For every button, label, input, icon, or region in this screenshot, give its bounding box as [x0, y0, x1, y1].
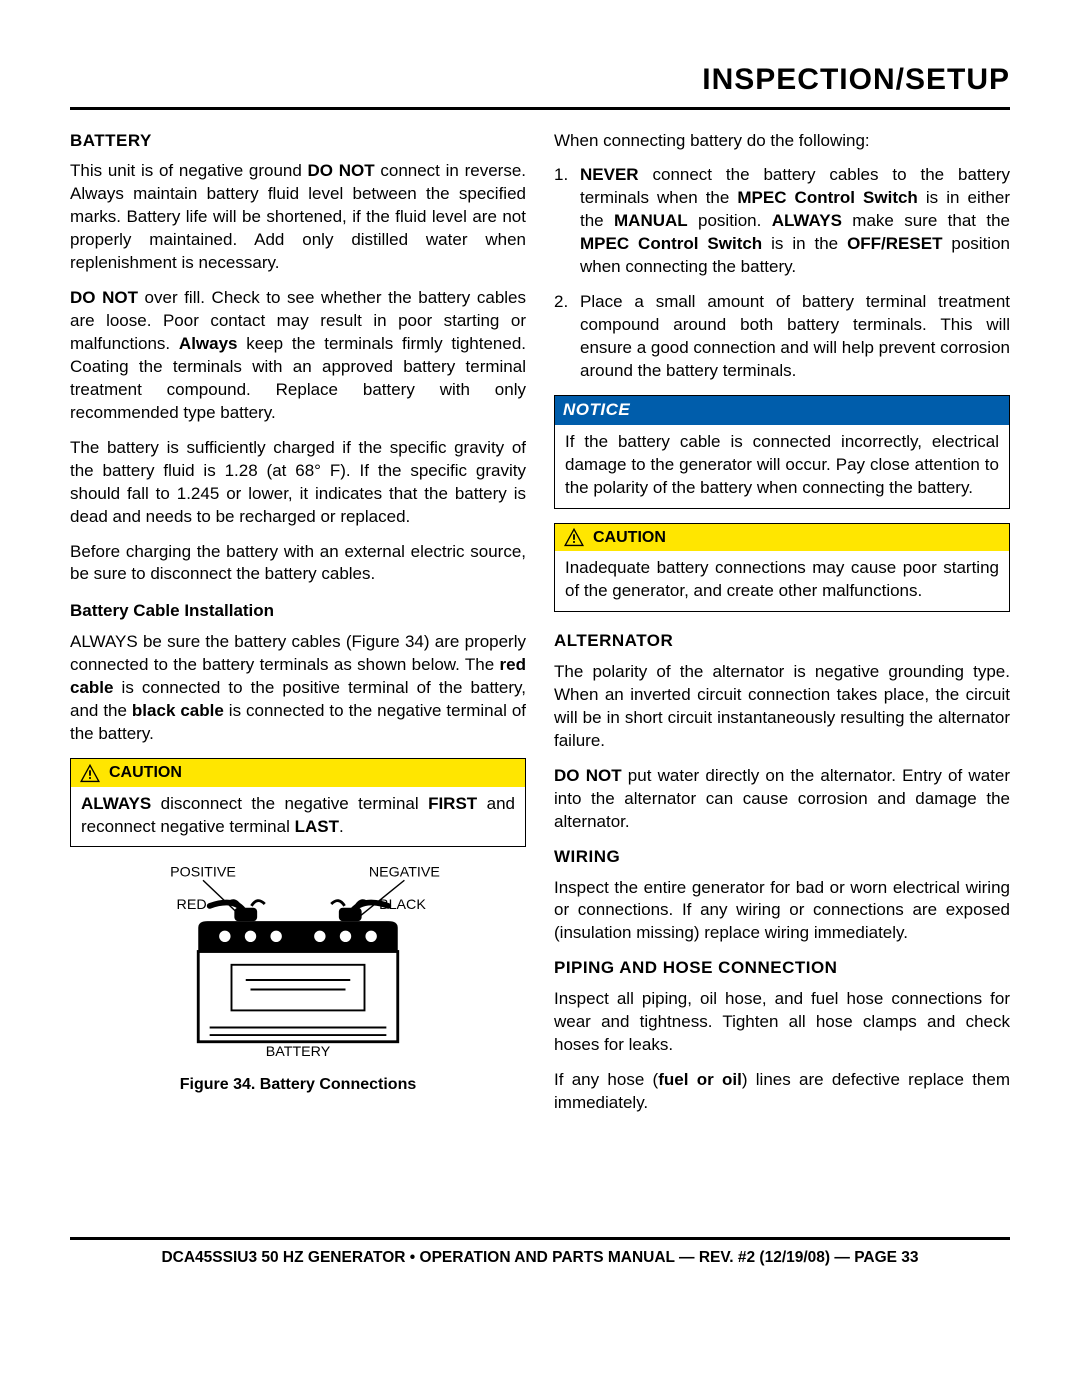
heading-cable-installation: Battery Cable Installation — [70, 600, 526, 623]
label-red: RED — [177, 897, 207, 913]
notice-label: NOTICE — [563, 399, 630, 422]
bold: ALWAYS — [81, 794, 151, 813]
caution-box-1: CAUTION ALWAYS disconnect the negative t… — [70, 758, 526, 847]
alt-para-2: DO NOT put water directly on the alterna… — [554, 765, 1010, 834]
caution-label: CAUTION — [593, 527, 666, 549]
bold: ALWAYS — [772, 211, 842, 230]
heading-piping: PIPING AND HOSE CONNECTION — [554, 957, 1010, 980]
left-column: BATTERY This unit is of negative ground … — [70, 124, 526, 1127]
content-columns: BATTERY This unit is of negative ground … — [70, 124, 1010, 1127]
connect-intro: When connecting battery do the following… — [554, 130, 1010, 153]
warning-icon — [563, 527, 585, 547]
notice-header: NOTICE — [555, 396, 1009, 425]
text: make sure that the — [842, 211, 1010, 230]
bold: MANUAL — [614, 211, 688, 230]
heading-battery: BATTERY — [70, 130, 526, 153]
piping-para-2: If any hose (fuel or oil) lines are defe… — [554, 1069, 1010, 1115]
bold: MPEC Control Switch — [580, 234, 762, 253]
battery-para-1: This unit is of negative ground DO NOT c… — [70, 160, 526, 275]
bold: MPEC Control Switch — [737, 188, 917, 207]
caution-header: CAUTION — [555, 524, 1009, 552]
figure-caption: Figure 34. Battery Connections — [70, 1074, 526, 1096]
text: This unit is of negative ground — [70, 161, 308, 180]
bold: FIRST — [428, 794, 477, 813]
bold: DO NOT — [308, 161, 375, 180]
cable-para: ALWAYS be sure the battery cables (Figur… — [70, 631, 526, 746]
step-2: Place a small amount of battery terminal… — [554, 291, 1010, 383]
battery-para-3: The battery is sufficiently charged if t… — [70, 437, 526, 529]
warning-icon — [79, 763, 101, 783]
step-1: NEVER connect the battery cables to the … — [554, 164, 1010, 279]
figure-battery: POSITIVE NEGATIVE RED BLACK — [70, 861, 526, 1096]
piping-para-1: Inspect all piping, oil hose, and fuel h… — [554, 988, 1010, 1057]
bold: black cable — [132, 701, 224, 720]
bold: fuel or oil — [658, 1070, 742, 1089]
label-positive: POSITIVE — [170, 865, 236, 881]
heading-wiring: WIRING — [554, 846, 1010, 869]
battery-para-2: DO NOT over fill. Check to see whether t… — [70, 287, 526, 425]
text: is in the — [762, 234, 847, 253]
caution-body: ALWAYS disconnect the negative terminal … — [71, 787, 525, 847]
connect-steps: NEVER connect the battery cables to the … — [554, 164, 1010, 382]
bold: DO NOT — [70, 288, 138, 307]
notice-box: NOTICE If the battery cable is connected… — [554, 395, 1010, 509]
text: If any hose ( — [554, 1070, 658, 1089]
wiring-para: Inspect the entire generator for bad or … — [554, 877, 1010, 946]
notice-body: If the battery cable is connected incorr… — [555, 425, 1009, 508]
caution-label: CAUTION — [109, 762, 182, 784]
caution-header: CAUTION — [71, 759, 525, 787]
text: ALWAYS be sure the battery cables (Figur… — [70, 632, 526, 674]
page-footer: DCA45SSIU3 50 HZ GENERATOR • OPERATION A… — [70, 1237, 1010, 1269]
text: disconnect the negative terminal — [151, 794, 428, 813]
text: . — [339, 817, 344, 836]
battery-para-4: Before charging the battery with an exte… — [70, 541, 526, 587]
label-battery: BATTERY — [266, 1044, 331, 1060]
heading-alternator: ALTERNATOR — [554, 630, 1010, 653]
right-column: When connecting battery do the following… — [554, 124, 1010, 1127]
bold: NEVER — [580, 165, 639, 184]
label-negative: NEGATIVE — [369, 865, 440, 881]
caution-box-2: CAUTION Inadequate battery connections m… — [554, 523, 1010, 612]
bold: Always — [179, 334, 238, 353]
text: Inadequate battery connections may cause… — [565, 557, 999, 603]
alt-para-1: The polarity of the alternator is negati… — [554, 661, 1010, 753]
caution-body: Inadequate battery connections may cause… — [555, 551, 1009, 611]
text: position. — [688, 211, 772, 230]
bold: OFF/RESET — [847, 234, 942, 253]
page-title: INSPECTION/SETUP — [70, 60, 1010, 110]
text: If the battery cable is connected incorr… — [565, 431, 999, 500]
bold: LAST — [295, 817, 339, 836]
bold: DO NOT — [554, 766, 622, 785]
text: put water directly on the alternator. En… — [554, 766, 1010, 831]
